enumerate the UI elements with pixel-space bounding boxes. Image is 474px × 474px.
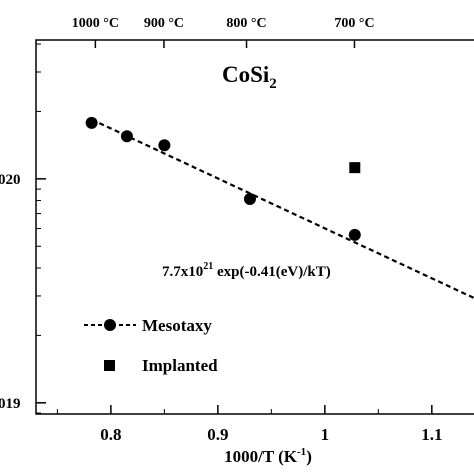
implanted-point xyxy=(349,162,361,174)
top-tick-label: 700 °C xyxy=(334,16,374,31)
mesotaxy-point xyxy=(243,193,256,206)
mesotaxy-point xyxy=(158,139,171,152)
mesotaxy-point xyxy=(120,130,133,143)
plot-frame xyxy=(35,39,474,415)
fit-line-group xyxy=(91,118,474,300)
mesotaxy-point xyxy=(85,116,98,129)
legend-mesotaxy-label: Mesotaxy xyxy=(142,316,212,335)
top-tick-label: 800 °C xyxy=(226,16,266,31)
fit-line xyxy=(91,118,474,300)
x-tick-label: 0.8 xyxy=(100,425,121,444)
data-points xyxy=(85,116,361,241)
legend-mesotaxy-marker xyxy=(104,319,116,331)
legend-implanted-label: Implanted xyxy=(142,356,218,375)
top-tick-label: 900 °C xyxy=(144,16,184,31)
x-tick-label: 1 xyxy=(321,425,330,444)
compound-label: CoSi2 xyxy=(222,62,277,92)
left-y-axis: 019 020 xyxy=(0,43,46,414)
x-tick-label: 1.1 xyxy=(421,425,442,444)
legend-implanted-marker xyxy=(104,360,115,371)
bottom-x-axis: 0.8 0.9 1 1.1 xyxy=(56,405,442,444)
fit-equation-label: 7.7x1021 exp(-0.41(eV)/kT) xyxy=(162,261,331,280)
mesotaxy-point xyxy=(348,228,361,241)
y-tick-label: 019 xyxy=(0,396,21,412)
x-tick-label: 0.9 xyxy=(207,425,228,444)
y-tick-label: 020 xyxy=(0,172,21,188)
x-axis-label: 1000/T (K-1) xyxy=(224,446,312,466)
top-tick-label: 1000 °C xyxy=(72,16,119,31)
legend: Mesotaxy Implanted xyxy=(84,316,218,375)
